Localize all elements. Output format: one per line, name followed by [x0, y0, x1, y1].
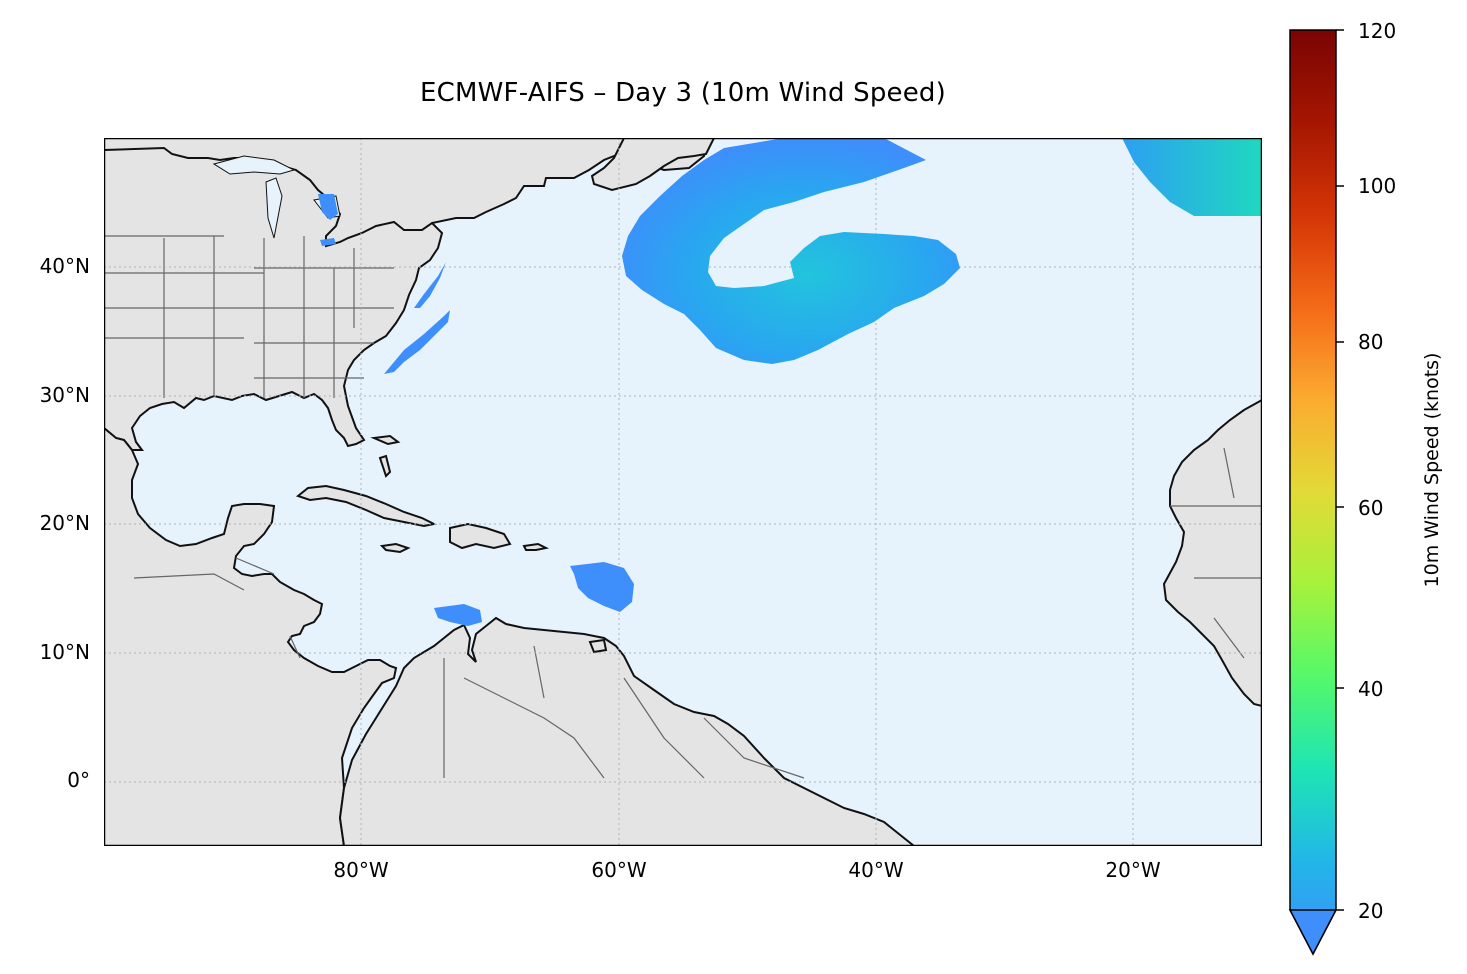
colorbar-tick-100: 100 [1358, 174, 1397, 198]
northeast-atlantic-wind-band [1122, 138, 1262, 216]
lesser-antilles-wind-patch [570, 562, 634, 612]
map-panel[interactable] [104, 138, 1262, 846]
venezuela-coast-wind-patch [434, 604, 482, 626]
political-borders [104, 235, 1262, 779]
colorbar-tick-20: 20 [1358, 899, 1384, 923]
landmass-south-america [338, 616, 916, 846]
lon-label-80w: 80°W [333, 858, 389, 882]
island-bahamas [370, 434, 401, 478]
colorbar-tick-80: 80 [1358, 330, 1384, 354]
landmass-central-america [104, 426, 398, 846]
colorbar-bar [1289, 29, 1337, 956]
lat-label-10n: 10°N [39, 640, 90, 664]
island-hispaniola [449, 522, 512, 550]
colorbar-extend-triangle [1288, 909, 1338, 956]
lat-label-30n: 30°N [39, 383, 90, 407]
landmass-africa [1162, 398, 1262, 708]
lon-label-60w: 60°W [591, 858, 647, 882]
colorbar-tick-40: 40 [1358, 677, 1384, 701]
island-trinidad [588, 638, 608, 654]
central-atlantic-cyclone-swirl [622, 138, 960, 364]
colorbar-label: 10m Wind Speed (knots) [1421, 352, 1443, 588]
colorbar-ticks [1336, 29, 1344, 911]
gridlines [104, 138, 1262, 846]
colorbar-tick-60: 60 [1358, 496, 1384, 520]
landmass-north-america [104, 138, 646, 451]
colorbar-tick-120: 120 [1358, 19, 1397, 43]
lat-label-0: 0° [67, 768, 90, 792]
island-puerto-rico [522, 542, 550, 551]
us-east-coast-wind-strip [384, 262, 450, 374]
landmass-labrador [590, 138, 716, 192]
lat-label-40n: 40°N [39, 254, 90, 278]
lon-label-40w: 40°W [848, 858, 904, 882]
colorbar [1288, 29, 1344, 956]
great-lakes-wind-patch [318, 194, 338, 246]
lat-label-20n: 20°N [39, 511, 90, 535]
lon-label-20w: 20°W [1105, 858, 1161, 882]
map-border [104, 138, 1262, 846]
island-jamaica [379, 542, 411, 554]
chart-title: ECMWF-AIFS – Day 3 (10m Wind Speed) [420, 78, 946, 108]
